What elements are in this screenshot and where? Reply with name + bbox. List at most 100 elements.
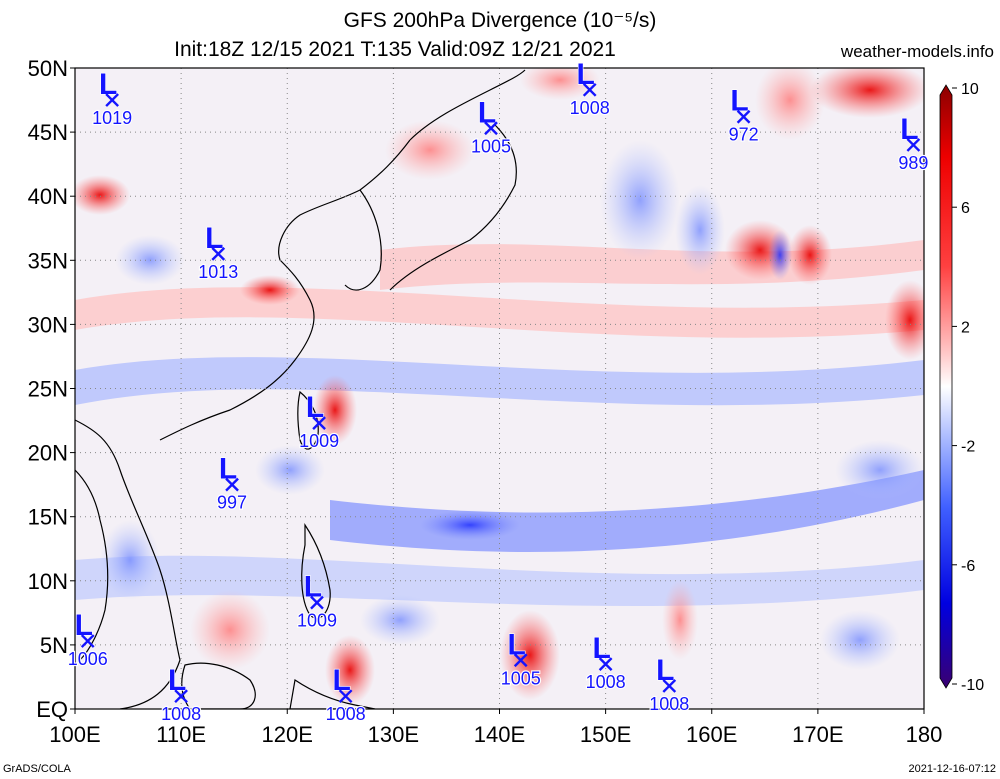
lon-label: 140E xyxy=(474,722,525,747)
coastlines xyxy=(75,69,526,709)
low-center-x xyxy=(484,121,498,136)
colorbar-labels: 10 6 2 -2 -6 -10 xyxy=(952,81,984,694)
lat-label: 30N xyxy=(28,312,68,337)
low-letter: L xyxy=(592,632,610,665)
low-marker: L 1006 xyxy=(67,608,109,670)
latitude-labels: 50N 45N 40N 35N 30N 25N 20N 15N 10N 5N EQ xyxy=(28,56,75,722)
lon-label: 150E xyxy=(580,722,631,747)
low-letter: L xyxy=(656,654,674,687)
map-title: GFS 200hPa Divergence (10⁻⁵/s) xyxy=(343,9,657,32)
footer-credit: GrADS/COLA xyxy=(3,763,71,775)
low-marker: L 1008 xyxy=(569,57,611,119)
low-center-x xyxy=(582,82,597,97)
low-center-x xyxy=(80,634,95,648)
footer-timestamp: 2021-12-16-07:12 xyxy=(908,763,996,775)
longitude-labels: 100E 110E 120E 130E 140E 150E 160E 170E 180 xyxy=(49,709,942,747)
low-center-x xyxy=(598,657,613,671)
low-pressure-value: 1005 xyxy=(471,136,511,156)
lon-label: 120E xyxy=(262,722,313,747)
low-marker: L 1005 xyxy=(470,96,512,158)
low-center-x xyxy=(225,477,239,492)
low-letter: L xyxy=(332,664,350,697)
low-letter: L xyxy=(168,664,186,697)
low-marker: L 1008 xyxy=(585,632,627,694)
low-letter: L xyxy=(99,68,117,101)
site-credit: weather-models.info xyxy=(840,42,994,61)
low-center-x xyxy=(906,138,921,152)
low-pressure-value: 1008 xyxy=(326,704,366,724)
low-pressure-value: 1019 xyxy=(92,108,132,128)
lat-label: 50N xyxy=(28,56,68,81)
map-subtitle: Init:18Z 12/15 2021 T:135 Valid:09Z 12/2… xyxy=(174,38,616,61)
low-marker: L 989 xyxy=(897,112,929,174)
low-pressure-value: 1008 xyxy=(161,704,201,724)
low-center-x xyxy=(211,247,226,261)
low-letter: L xyxy=(205,222,223,255)
colorbar-label: 2 xyxy=(961,319,970,336)
low-pressure-value: 1005 xyxy=(501,668,541,688)
lon-label: 160E xyxy=(686,722,737,747)
colorbar-label: -2 xyxy=(961,439,975,456)
low-letter: L xyxy=(508,628,526,661)
low-letter: L xyxy=(900,113,918,146)
low-center-x xyxy=(513,653,528,668)
lat-label: 45N xyxy=(28,120,68,145)
low-pressure-value: 1006 xyxy=(68,649,108,669)
low-center-x xyxy=(174,689,188,704)
low-center-x xyxy=(736,109,751,124)
low-letter: L xyxy=(219,453,237,486)
low-marker: L 997 xyxy=(216,452,248,514)
low-pressure-value: 997 xyxy=(217,493,247,513)
lon-label: 130E xyxy=(368,722,419,747)
divergence-field xyxy=(75,68,924,709)
low-center-x xyxy=(312,416,326,430)
low-pressure-value: 989 xyxy=(898,153,928,173)
lon-label: 100E xyxy=(49,722,100,747)
colorbar-label: -10 xyxy=(961,677,984,694)
colorbar-scale xyxy=(939,84,953,689)
low-center-x xyxy=(310,595,324,610)
lat-label: 40N xyxy=(28,184,68,209)
colorbar-label: 6 xyxy=(961,200,970,217)
colorbar-label: -6 xyxy=(961,558,975,575)
colorbar: 10 6 2 -2 -6 -10 xyxy=(939,81,984,694)
low-marker: L 1009 xyxy=(298,391,340,453)
lat-label: EQ xyxy=(36,697,68,722)
low-pressure-value: 1009 xyxy=(299,431,339,451)
lat-label: 35N xyxy=(28,248,68,273)
low-pressure-value: 1013 xyxy=(198,262,238,282)
low-center-x xyxy=(338,689,353,704)
low-letter: L xyxy=(730,85,748,118)
low-pressure-value: 972 xyxy=(729,125,759,145)
low-pressure-value: 1008 xyxy=(649,694,689,714)
low-marker: L 1013 xyxy=(197,221,239,283)
low-marker: L 1008 xyxy=(648,653,690,715)
low-letter: L xyxy=(577,58,595,91)
low-center-x xyxy=(105,93,119,107)
lon-label: 170E xyxy=(792,722,843,747)
low-marker: L 1019 xyxy=(91,67,133,129)
low-marker: L 1005 xyxy=(500,628,542,690)
colorbar-label: 10 xyxy=(961,81,979,98)
low-center-x xyxy=(662,679,677,693)
lat-label: 25N xyxy=(28,377,68,402)
pressure-lows: L 1019 L 1005 L 1008 L 972 L 989 L 1013 L 1009 L 997 L 10… xyxy=(67,57,930,726)
grid-lines xyxy=(75,68,924,709)
low-marker: L 1008 xyxy=(324,664,366,726)
lon-label: 180 xyxy=(906,722,943,747)
lat-label: 20N xyxy=(28,441,68,466)
lat-label: 10N xyxy=(28,569,68,594)
low-marker: L 1009 xyxy=(296,570,338,632)
lon-label: 110E xyxy=(156,722,206,747)
low-marker: L 972 xyxy=(727,84,759,146)
lat-label: 15N xyxy=(28,505,68,530)
low-marker: L 1008 xyxy=(160,664,202,726)
low-pressure-value: 1009 xyxy=(297,611,337,631)
low-pressure-value: 1008 xyxy=(570,98,610,118)
low-pressure-value: 1008 xyxy=(586,672,626,692)
low-letter: L xyxy=(75,609,93,642)
lat-label: 5N xyxy=(40,633,68,658)
low-letter: L xyxy=(478,96,496,129)
low-letter: L xyxy=(304,571,322,604)
